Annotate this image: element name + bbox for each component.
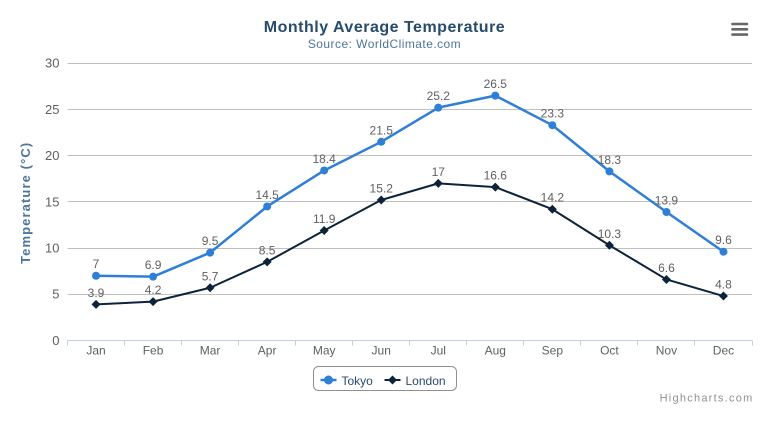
svg-text:4.2: 4.2	[145, 283, 162, 297]
svg-text:Sep: Sep	[542, 344, 564, 358]
svg-text:6.6: 6.6	[658, 261, 675, 275]
svg-text:3.9: 3.9	[88, 286, 105, 300]
svg-text:Mar: Mar	[200, 344, 221, 358]
svg-text:14.2: 14.2	[541, 191, 565, 205]
svg-text:15.2: 15.2	[370, 182, 394, 196]
svg-text:Oct: Oct	[600, 344, 619, 358]
svg-text:16.6: 16.6	[484, 169, 508, 183]
svg-text:Dec: Dec	[713, 344, 734, 358]
svg-text:Feb: Feb	[143, 344, 164, 358]
svg-text:Aug: Aug	[485, 344, 506, 358]
svg-text:14.5: 14.5	[255, 188, 279, 202]
svg-text:May: May	[313, 344, 336, 358]
svg-text:Tokyo: Tokyo	[342, 374, 374, 388]
svg-text:13.9: 13.9	[655, 194, 679, 208]
svg-text:Monthly Average Temperature: Monthly Average Temperature	[264, 19, 505, 36]
svg-text:18.4: 18.4	[313, 152, 337, 166]
svg-text:9.6: 9.6	[715, 233, 732, 247]
svg-text:7: 7	[93, 257, 100, 271]
svg-text:18.3: 18.3	[598, 153, 622, 167]
svg-text:8.5: 8.5	[259, 243, 276, 257]
svg-text:Jul: Jul	[431, 344, 446, 358]
svg-text:20: 20	[45, 148, 59, 163]
svg-text:11.9: 11.9	[313, 212, 336, 226]
svg-text:Jun: Jun	[372, 344, 391, 358]
svg-text:26.5: 26.5	[484, 77, 508, 91]
svg-text:Highcharts.com: Highcharts.com	[660, 393, 754, 405]
svg-text:4.8: 4.8	[715, 278, 732, 292]
svg-text:30: 30	[45, 56, 59, 71]
svg-text:6.9: 6.9	[145, 258, 162, 272]
svg-text:Nov: Nov	[656, 344, 677, 358]
svg-text:9.5: 9.5	[202, 234, 219, 248]
svg-text:Temperature (°C): Temperature (°C)	[18, 142, 33, 264]
svg-text:15: 15	[45, 194, 59, 209]
svg-text:Source: WorldClimate.com: Source: WorldClimate.com	[308, 37, 461, 51]
svg-text:25.2: 25.2	[427, 89, 451, 103]
svg-text:5: 5	[52, 287, 59, 302]
svg-text:0: 0	[52, 333, 59, 348]
svg-text:25: 25	[45, 102, 59, 117]
svg-text:21.5: 21.5	[370, 123, 394, 137]
svg-text:10.3: 10.3	[598, 227, 622, 241]
svg-text:23.3: 23.3	[541, 107, 565, 121]
svg-text:10: 10	[45, 240, 59, 255]
svg-text:Apr: Apr	[258, 344, 277, 358]
svg-text:5.7: 5.7	[202, 269, 219, 283]
svg-text:17: 17	[432, 165, 446, 179]
svg-text:London: London	[406, 374, 446, 388]
svg-text:Jan: Jan	[86, 344, 105, 358]
